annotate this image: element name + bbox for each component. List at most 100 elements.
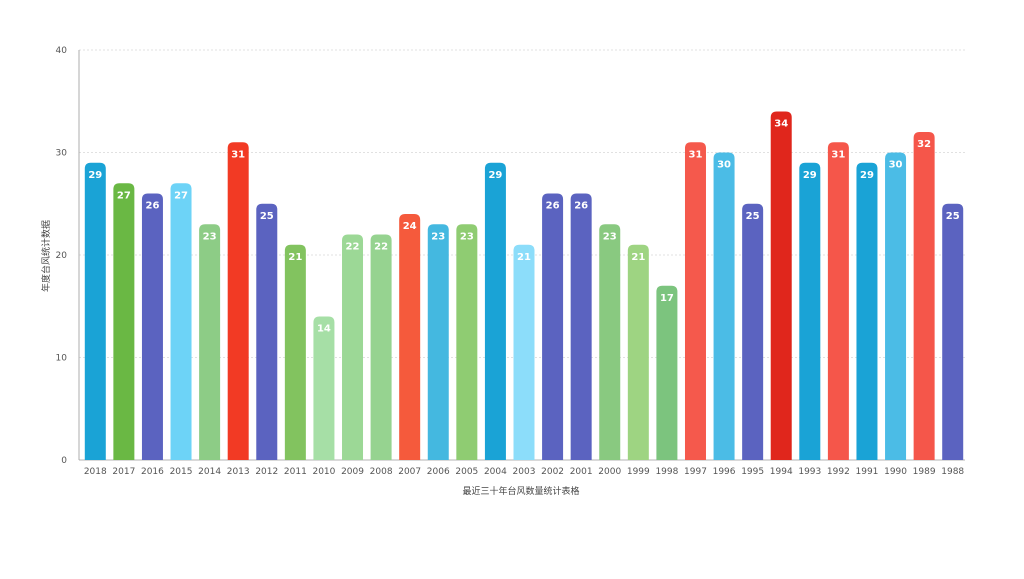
x-tick-label: 2013 — [227, 467, 250, 477]
bar-2010[interactable] — [313, 316, 335, 461]
x-tick-label: 1993 — [798, 467, 821, 477]
x-tick-label: 2008 — [370, 467, 393, 477]
bar-value-label: 24 — [403, 221, 417, 232]
bar-value-label: 31 — [231, 149, 245, 160]
x-tick-label: 2007 — [398, 467, 421, 477]
y-tick-label: 40 — [56, 46, 68, 56]
x-tick-label: 2003 — [513, 467, 536, 477]
bar-1991[interactable] — [856, 162, 878, 460]
bar-value-label: 29 — [88, 170, 102, 181]
bar-2000[interactable] — [599, 224, 621, 460]
bar-value-label: 22 — [374, 242, 388, 253]
bar-2003[interactable] — [513, 244, 535, 460]
bar-2001[interactable] — [570, 193, 592, 461]
bar-value-label: 17 — [660, 293, 674, 304]
x-tick-label: 2012 — [255, 467, 278, 477]
bar-value-label: 26 — [145, 201, 159, 212]
x-tick-label: 2018 — [84, 467, 107, 477]
bar-value-label: 25 — [260, 211, 274, 222]
bar-2015[interactable] — [170, 183, 192, 460]
bar-2017[interactable] — [113, 183, 135, 460]
x-tick-label: 1988 — [941, 467, 964, 477]
bar-2018[interactable] — [84, 162, 106, 460]
bar-value-label: 25 — [946, 211, 960, 222]
bar-value-label: 23 — [431, 231, 445, 242]
bar-1993[interactable] — [799, 162, 821, 460]
x-tick-label: 2001 — [570, 467, 593, 477]
bar-value-label: 25 — [746, 211, 760, 222]
bar-1997[interactable] — [684, 142, 706, 460]
bar-1988[interactable] — [942, 203, 964, 460]
bar-1989[interactable] — [913, 132, 935, 460]
bar-value-label: 32 — [917, 139, 931, 150]
x-axis-title: 最近三十年台风数量统计表格 — [462, 485, 579, 497]
bar-value-label: 29 — [860, 170, 874, 181]
bar-1990[interactable] — [885, 152, 907, 461]
bar-value-label: 30 — [889, 160, 903, 171]
x-tick-label: 1991 — [856, 467, 879, 477]
bar-2016[interactable] — [141, 193, 163, 461]
x-tick-label: 1995 — [741, 467, 764, 477]
x-tick-label: 2004 — [484, 467, 507, 477]
bar-value-label: 34 — [774, 119, 788, 130]
x-tick-label: 2000 — [598, 467, 621, 477]
y-tick-label: 30 — [56, 149, 68, 159]
bars — [84, 111, 964, 461]
y-axis-title: 年度台风统计数据 — [40, 220, 52, 292]
bar-2002[interactable] — [542, 193, 564, 461]
bar-value-label: 21 — [288, 252, 302, 263]
x-tick-label: 1996 — [713, 467, 736, 477]
bar-value-label: 27 — [117, 190, 131, 201]
labels: 29 2018 27 2017 26 2016 27 2015 23 2014 31 2013 25 20… — [84, 119, 965, 478]
bar-value-label: 31 — [831, 149, 845, 160]
x-tick-label: 2006 — [427, 467, 450, 477]
bar-value-label: 21 — [517, 252, 531, 263]
x-tick-label: 1994 — [770, 467, 793, 477]
x-tick-label: 2002 — [541, 467, 564, 477]
bar-value-label: 21 — [631, 252, 645, 263]
x-tick-label: 2009 — [341, 467, 364, 477]
bar-value-label: 14 — [317, 324, 331, 335]
bar-value-label: 29 — [488, 170, 502, 181]
bar-2007[interactable] — [399, 214, 421, 460]
bar-value-label: 31 — [689, 149, 703, 160]
bar-value-label: 22 — [346, 242, 360, 253]
bar-2013[interactable] — [227, 142, 249, 460]
x-tick-label: 2011 — [284, 467, 307, 477]
x-tick-label: 1989 — [913, 467, 936, 477]
bar-1999[interactable] — [627, 244, 649, 460]
bar-value-label: 27 — [174, 190, 188, 201]
x-tick-label: 2015 — [170, 467, 193, 477]
bar-2006[interactable] — [427, 224, 449, 460]
bar-2008[interactable] — [370, 234, 392, 461]
bar-1994[interactable] — [770, 111, 792, 461]
x-tick-label: 1992 — [827, 467, 850, 477]
bar-1995[interactable] — [742, 203, 764, 460]
bar-value-label: 23 — [603, 231, 617, 242]
bar-value-label: 29 — [803, 170, 817, 181]
y-tick-label: 0 — [61, 456, 67, 466]
x-tick-label: 2010 — [312, 467, 335, 477]
x-tick-label: 1998 — [655, 467, 678, 477]
bar-value-label: 30 — [717, 160, 731, 171]
bar-value-label: 23 — [203, 231, 217, 242]
bar-value-label: 26 — [546, 201, 560, 212]
bar-2014[interactable] — [199, 224, 221, 460]
bar-1992[interactable] — [827, 142, 849, 460]
x-tick-label: 2014 — [198, 467, 221, 477]
bar-2012[interactable] — [256, 203, 278, 460]
bar-1996[interactable] — [713, 152, 735, 461]
bar-2004[interactable] — [484, 162, 506, 460]
x-tick-label: 2016 — [141, 467, 164, 477]
y-tick-label: 10 — [56, 354, 68, 364]
bar-2005[interactable] — [456, 224, 478, 460]
bar-2011[interactable] — [284, 244, 306, 460]
bar-1998[interactable] — [656, 285, 678, 460]
x-tick-label: 1997 — [684, 467, 707, 477]
x-tick-label: 1999 — [627, 467, 650, 477]
x-tick-label: 2017 — [112, 467, 135, 477]
bar-2009[interactable] — [342, 234, 364, 461]
x-tick-label: 2005 — [455, 467, 478, 477]
